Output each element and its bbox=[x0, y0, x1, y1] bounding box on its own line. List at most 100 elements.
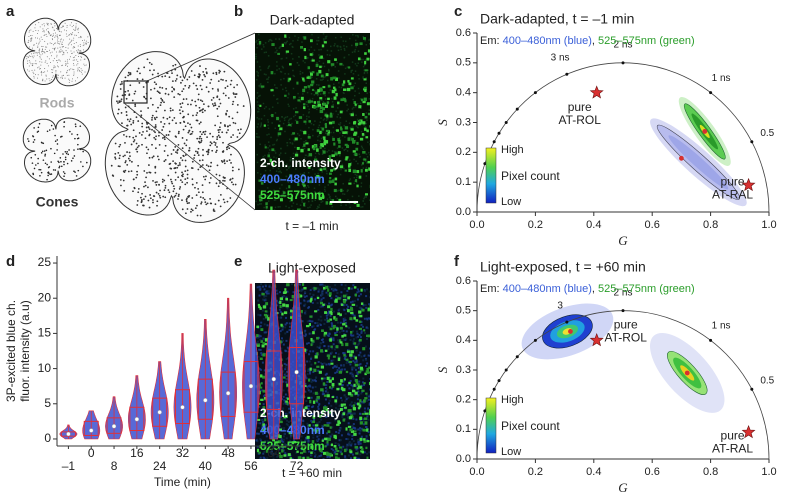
cell bbox=[306, 456, 310, 459]
cell bbox=[336, 423, 340, 426]
y-tick-label: 0.6 bbox=[456, 275, 471, 287]
noise bbox=[293, 439, 296, 442]
noise bbox=[351, 424, 354, 427]
noise bbox=[280, 341, 283, 344]
retina-cell bbox=[214, 203, 217, 206]
cell bbox=[318, 192, 321, 196]
noise bbox=[342, 320, 345, 323]
retina-cell bbox=[75, 42, 77, 44]
noise bbox=[360, 105, 363, 108]
noise bbox=[348, 159, 351, 162]
retina-cell bbox=[215, 73, 218, 76]
noise bbox=[267, 127, 270, 129]
retina-cell bbox=[83, 44, 85, 46]
noise bbox=[363, 353, 366, 356]
cell bbox=[368, 412, 370, 416]
cell bbox=[360, 288, 363, 292]
retina-cell bbox=[140, 133, 143, 136]
noise bbox=[344, 400, 347, 403]
retina-cell bbox=[185, 139, 188, 141]
noise bbox=[362, 76, 364, 78]
retina-cell bbox=[55, 35, 57, 37]
cell bbox=[301, 446, 304, 449]
noise bbox=[356, 64, 358, 67]
noise bbox=[327, 79, 329, 82]
noise bbox=[322, 100, 325, 103]
retina-cell bbox=[181, 102, 184, 105]
noise bbox=[262, 298, 265, 301]
noise bbox=[337, 70, 340, 72]
noise bbox=[356, 371, 359, 374]
retina-cell bbox=[45, 29, 47, 31]
noise bbox=[336, 45, 338, 48]
noise bbox=[308, 111, 310, 113]
retina-cell bbox=[33, 49, 35, 51]
noise bbox=[283, 41, 286, 44]
retina-cell bbox=[196, 119, 199, 122]
noise bbox=[285, 374, 288, 377]
retina-cell bbox=[87, 36, 89, 38]
retina-cell bbox=[80, 55, 82, 57]
noise bbox=[301, 320, 304, 323]
cell bbox=[323, 141, 327, 146]
noise bbox=[349, 411, 352, 414]
retina-cell bbox=[197, 191, 200, 194]
noise bbox=[369, 140, 370, 142]
noise bbox=[310, 122, 313, 125]
noise bbox=[345, 445, 348, 448]
cell bbox=[333, 316, 336, 320]
retina-cell bbox=[212, 96, 215, 99]
retina-cell bbox=[48, 78, 50, 80]
noise bbox=[287, 121, 290, 123]
retina-cell bbox=[34, 153, 37, 156]
cell bbox=[321, 107, 326, 111]
noise bbox=[277, 206, 279, 208]
cell bbox=[319, 88, 323, 92]
cell bbox=[265, 315, 268, 319]
retina-cell bbox=[120, 100, 122, 103]
noise bbox=[318, 91, 320, 93]
cell bbox=[355, 452, 359, 455]
reference-label: AT-ROL bbox=[604, 331, 647, 345]
noise bbox=[256, 336, 259, 339]
cell bbox=[278, 428, 282, 431]
noise bbox=[331, 150, 334, 152]
retina-cell bbox=[62, 54, 64, 56]
cell bbox=[316, 365, 320, 368]
noise bbox=[281, 328, 284, 331]
cell bbox=[300, 294, 303, 298]
noise bbox=[339, 139, 342, 141]
retina-cell bbox=[234, 96, 237, 98]
cell bbox=[344, 99, 347, 103]
retina-cell bbox=[42, 31, 44, 33]
cell bbox=[350, 113, 354, 117]
zoom-line bbox=[146, 32, 256, 82]
noise bbox=[362, 58, 364, 61]
cell bbox=[339, 446, 342, 449]
noise bbox=[359, 442, 362, 445]
noise bbox=[356, 373, 359, 376]
noise bbox=[268, 39, 271, 41]
noise bbox=[350, 384, 353, 387]
retina-cell bbox=[38, 50, 40, 52]
retina-cell bbox=[204, 75, 206, 78]
retina-cell bbox=[55, 51, 57, 53]
noise bbox=[290, 42, 292, 45]
noise bbox=[263, 299, 266, 302]
noise bbox=[362, 148, 365, 151]
retina-cell bbox=[171, 90, 174, 93]
noise bbox=[337, 432, 340, 435]
retina-cell bbox=[78, 53, 80, 55]
noise bbox=[343, 45, 345, 47]
cell bbox=[313, 101, 317, 104]
cell bbox=[363, 438, 366, 441]
retina-cell bbox=[81, 40, 83, 42]
noise bbox=[361, 400, 364, 403]
retina-cell bbox=[214, 142, 217, 144]
noise bbox=[321, 131, 324, 133]
retina-cell bbox=[45, 46, 47, 48]
noise bbox=[326, 421, 329, 424]
noise bbox=[360, 435, 363, 438]
noise bbox=[274, 152, 277, 154]
retina-cell bbox=[36, 54, 38, 56]
